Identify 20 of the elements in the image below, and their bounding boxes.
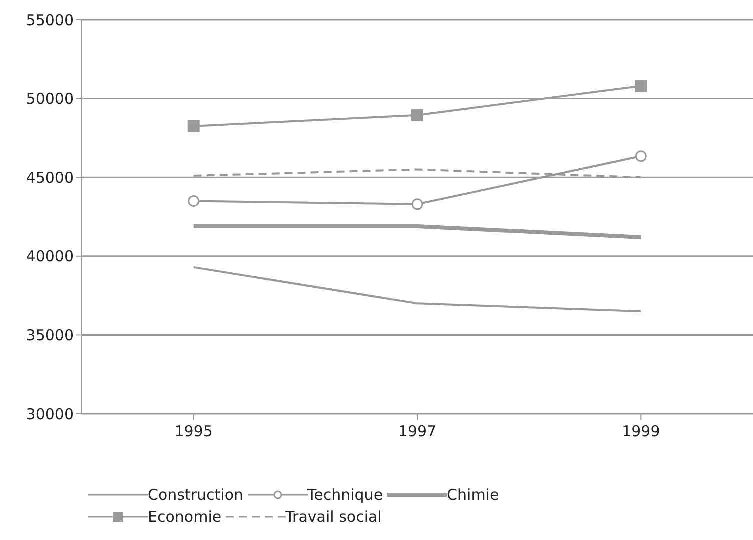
x-tick-label: 1999	[622, 422, 660, 441]
x-tick-label: 1995	[174, 422, 213, 441]
point	[188, 120, 200, 132]
legend-label: Construction	[148, 486, 244, 504]
y-tick-label: 30000	[26, 405, 74, 424]
y-tick-label: 40000	[26, 248, 74, 266]
y-tick-label: 45000	[26, 168, 74, 187]
legend-label: Travail social	[286, 508, 382, 526]
point	[635, 80, 648, 92]
y-tick-label: 35000	[26, 326, 74, 345]
y-tick-label: 50000	[26, 90, 74, 108]
point	[635, 150, 647, 162]
y-tick-label: 55000	[26, 11, 74, 30]
legend-label: Chimie	[447, 486, 500, 504]
point	[412, 198, 424, 210]
legend-label: Economie	[148, 508, 222, 526]
point	[188, 195, 200, 207]
point	[412, 109, 424, 122]
x-tick-label: 1997	[398, 422, 437, 441]
legend-label: Technique	[308, 486, 384, 504]
